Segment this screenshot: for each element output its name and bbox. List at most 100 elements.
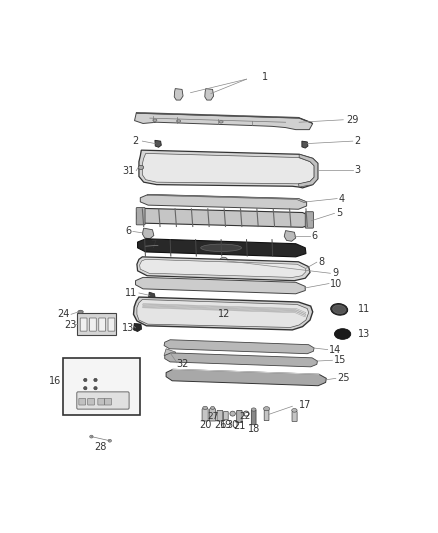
FancyBboxPatch shape [223, 411, 228, 420]
Polygon shape [139, 150, 318, 188]
Polygon shape [147, 195, 307, 203]
Text: 12: 12 [218, 309, 231, 319]
Text: 21: 21 [233, 421, 246, 431]
Ellipse shape [211, 407, 215, 409]
FancyBboxPatch shape [264, 410, 269, 421]
Text: 13: 13 [122, 323, 134, 333]
Text: 27: 27 [207, 413, 218, 422]
Ellipse shape [219, 120, 223, 123]
Polygon shape [298, 154, 318, 187]
Text: 19: 19 [220, 420, 232, 430]
Text: 24: 24 [57, 309, 70, 319]
FancyBboxPatch shape [209, 409, 215, 421]
Text: 16: 16 [49, 376, 61, 386]
Polygon shape [134, 324, 141, 332]
Ellipse shape [84, 378, 87, 382]
Text: 15: 15 [334, 356, 346, 365]
Text: 10: 10 [330, 279, 343, 288]
Ellipse shape [264, 407, 270, 411]
Polygon shape [284, 231, 296, 241]
Text: 31: 31 [122, 166, 134, 176]
Text: 11: 11 [357, 304, 370, 314]
Ellipse shape [201, 244, 241, 252]
Ellipse shape [220, 257, 227, 263]
Text: 4: 4 [339, 193, 345, 204]
Polygon shape [137, 300, 309, 327]
Polygon shape [134, 113, 313, 130]
Text: 6: 6 [311, 230, 318, 240]
FancyBboxPatch shape [77, 313, 116, 335]
Text: 14: 14 [329, 345, 341, 354]
Polygon shape [138, 239, 306, 257]
Polygon shape [165, 353, 318, 367]
Polygon shape [166, 369, 326, 386]
Ellipse shape [94, 386, 97, 390]
Ellipse shape [292, 408, 297, 412]
Text: 2: 2 [133, 136, 139, 146]
FancyBboxPatch shape [98, 399, 105, 405]
FancyBboxPatch shape [99, 318, 106, 331]
Polygon shape [137, 208, 312, 227]
Ellipse shape [94, 378, 97, 382]
Text: 30: 30 [226, 420, 239, 430]
Polygon shape [142, 154, 314, 184]
Text: 11: 11 [125, 288, 137, 298]
Text: 8: 8 [318, 257, 324, 267]
FancyBboxPatch shape [80, 318, 87, 331]
Text: 9: 9 [332, 268, 339, 278]
Text: 25: 25 [337, 373, 350, 383]
Polygon shape [164, 340, 314, 354]
Polygon shape [148, 292, 155, 301]
Ellipse shape [90, 435, 93, 438]
Polygon shape [137, 257, 310, 281]
Polygon shape [142, 228, 154, 239]
Polygon shape [302, 141, 308, 148]
FancyBboxPatch shape [108, 318, 115, 331]
Polygon shape [136, 112, 313, 124]
Text: 18: 18 [247, 424, 260, 434]
FancyBboxPatch shape [251, 410, 256, 425]
Text: 2: 2 [354, 136, 360, 146]
Text: 22: 22 [239, 413, 251, 422]
Ellipse shape [230, 411, 235, 416]
Ellipse shape [251, 408, 256, 411]
Ellipse shape [177, 120, 181, 122]
Text: 26: 26 [214, 420, 226, 430]
FancyBboxPatch shape [89, 318, 96, 331]
Text: 1: 1 [262, 72, 268, 82]
Text: 6: 6 [125, 227, 131, 237]
FancyBboxPatch shape [202, 409, 208, 421]
Ellipse shape [333, 305, 346, 313]
FancyBboxPatch shape [105, 399, 111, 405]
FancyBboxPatch shape [237, 410, 242, 423]
FancyBboxPatch shape [217, 410, 223, 421]
Ellipse shape [203, 406, 208, 409]
FancyBboxPatch shape [77, 392, 129, 409]
Text: 7: 7 [150, 240, 156, 251]
Text: 13: 13 [357, 329, 370, 339]
Ellipse shape [108, 439, 111, 442]
Polygon shape [140, 195, 307, 209]
Ellipse shape [153, 119, 157, 122]
FancyBboxPatch shape [63, 358, 140, 415]
Polygon shape [155, 140, 161, 147]
Ellipse shape [138, 165, 144, 169]
Text: 28: 28 [95, 442, 107, 453]
Text: 29: 29 [346, 115, 358, 125]
FancyBboxPatch shape [305, 212, 314, 228]
Polygon shape [140, 260, 306, 277]
Polygon shape [174, 88, 183, 100]
FancyBboxPatch shape [292, 411, 297, 422]
FancyBboxPatch shape [136, 207, 145, 225]
FancyBboxPatch shape [88, 399, 95, 405]
Ellipse shape [78, 310, 83, 313]
Polygon shape [134, 297, 313, 330]
Text: 17: 17 [298, 400, 311, 410]
Text: 23: 23 [64, 320, 77, 329]
Text: 20: 20 [199, 420, 211, 430]
Text: 5: 5 [336, 208, 342, 219]
Ellipse shape [84, 386, 87, 390]
Ellipse shape [335, 329, 351, 340]
FancyBboxPatch shape [79, 399, 86, 405]
Polygon shape [205, 88, 214, 100]
